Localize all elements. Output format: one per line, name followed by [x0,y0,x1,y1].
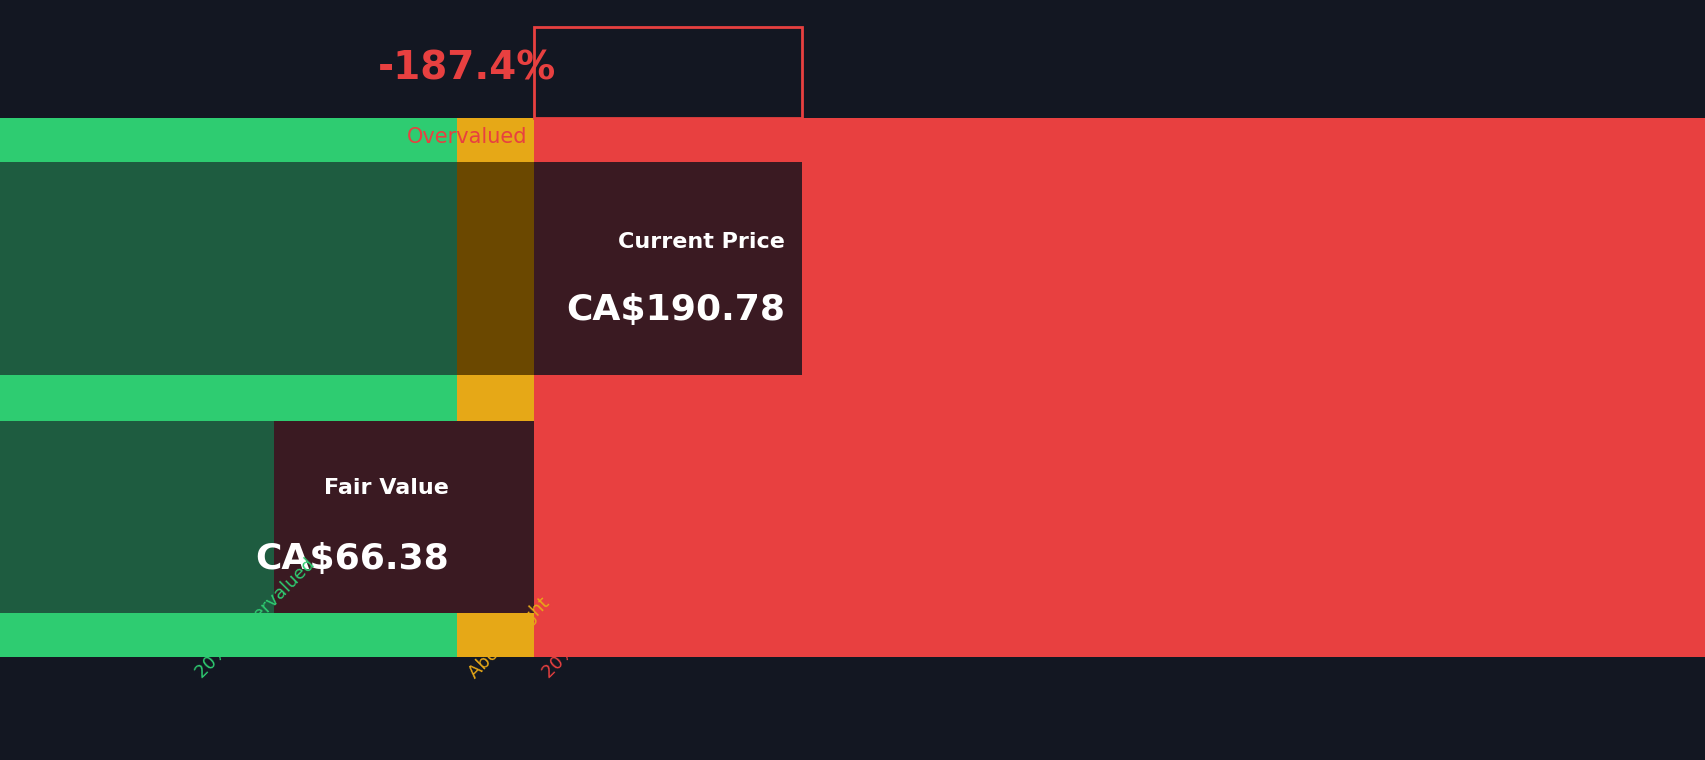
Bar [534,613,1705,657]
Text: 20% Overvalued: 20% Overvalued [539,563,658,682]
Bar [0,375,457,421]
Bar [534,118,1705,162]
Text: Overvalued: Overvalued [407,127,527,147]
Bar [0,421,457,613]
Bar [457,118,534,162]
Bar [275,421,534,613]
Bar [534,421,1705,613]
Bar [534,375,1705,421]
Text: Fair Value: Fair Value [324,478,448,499]
Bar [534,27,801,118]
Bar [0,421,534,613]
Bar [534,162,801,375]
Bar [0,421,275,613]
Bar [0,162,457,375]
Bar [0,613,457,657]
Text: Current Price: Current Price [617,232,784,252]
Bar [457,375,534,421]
Text: About Right: About Right [464,594,552,682]
Text: 20% Undervalued: 20% Undervalued [193,555,319,682]
Bar [0,118,457,162]
Bar [534,162,1705,375]
Text: CA$190.78: CA$190.78 [566,293,784,328]
Bar [457,613,534,657]
Text: CA$66.38: CA$66.38 [254,542,448,576]
Bar [457,162,534,375]
Text: -187.4%: -187.4% [379,49,556,87]
Bar [457,421,534,613]
